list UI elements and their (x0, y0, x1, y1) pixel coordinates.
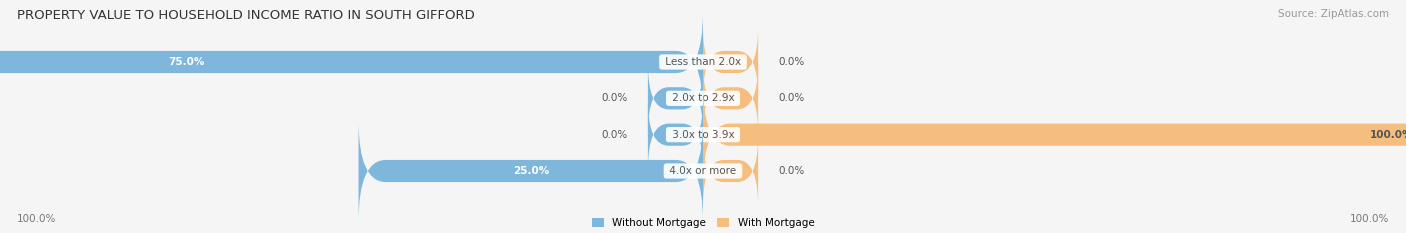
Text: 0.0%: 0.0% (779, 57, 806, 67)
Text: 0.0%: 0.0% (600, 130, 627, 140)
Text: Less than 2.0x: Less than 2.0x (662, 57, 744, 67)
FancyBboxPatch shape (0, 11, 703, 113)
FancyBboxPatch shape (703, 63, 758, 134)
FancyBboxPatch shape (703, 27, 758, 97)
Text: 2.0x to 2.9x: 2.0x to 2.9x (669, 93, 737, 103)
Text: 25.0%: 25.0% (513, 166, 548, 176)
Text: 75.0%: 75.0% (169, 57, 204, 67)
FancyBboxPatch shape (359, 120, 703, 222)
FancyBboxPatch shape (703, 136, 758, 206)
Text: 4.0x or more: 4.0x or more (666, 166, 740, 176)
Text: PROPERTY VALUE TO HOUSEHOLD INCOME RATIO IN SOUTH GIFFORD: PROPERTY VALUE TO HOUSEHOLD INCOME RATIO… (17, 9, 475, 22)
Text: 100.0%: 100.0% (17, 214, 56, 224)
Text: 100.0%: 100.0% (1371, 130, 1406, 140)
Text: 0.0%: 0.0% (600, 93, 627, 103)
Text: Source: ZipAtlas.com: Source: ZipAtlas.com (1278, 9, 1389, 19)
Text: 100.0%: 100.0% (1350, 214, 1389, 224)
FancyBboxPatch shape (703, 84, 1406, 185)
FancyBboxPatch shape (648, 99, 703, 170)
Legend: Without Mortgage, With Mortgage: Without Mortgage, With Mortgage (592, 218, 814, 228)
Text: 0.0%: 0.0% (779, 93, 806, 103)
FancyBboxPatch shape (648, 63, 703, 134)
Text: 0.0%: 0.0% (779, 166, 806, 176)
Text: 3.0x to 3.9x: 3.0x to 3.9x (669, 130, 737, 140)
